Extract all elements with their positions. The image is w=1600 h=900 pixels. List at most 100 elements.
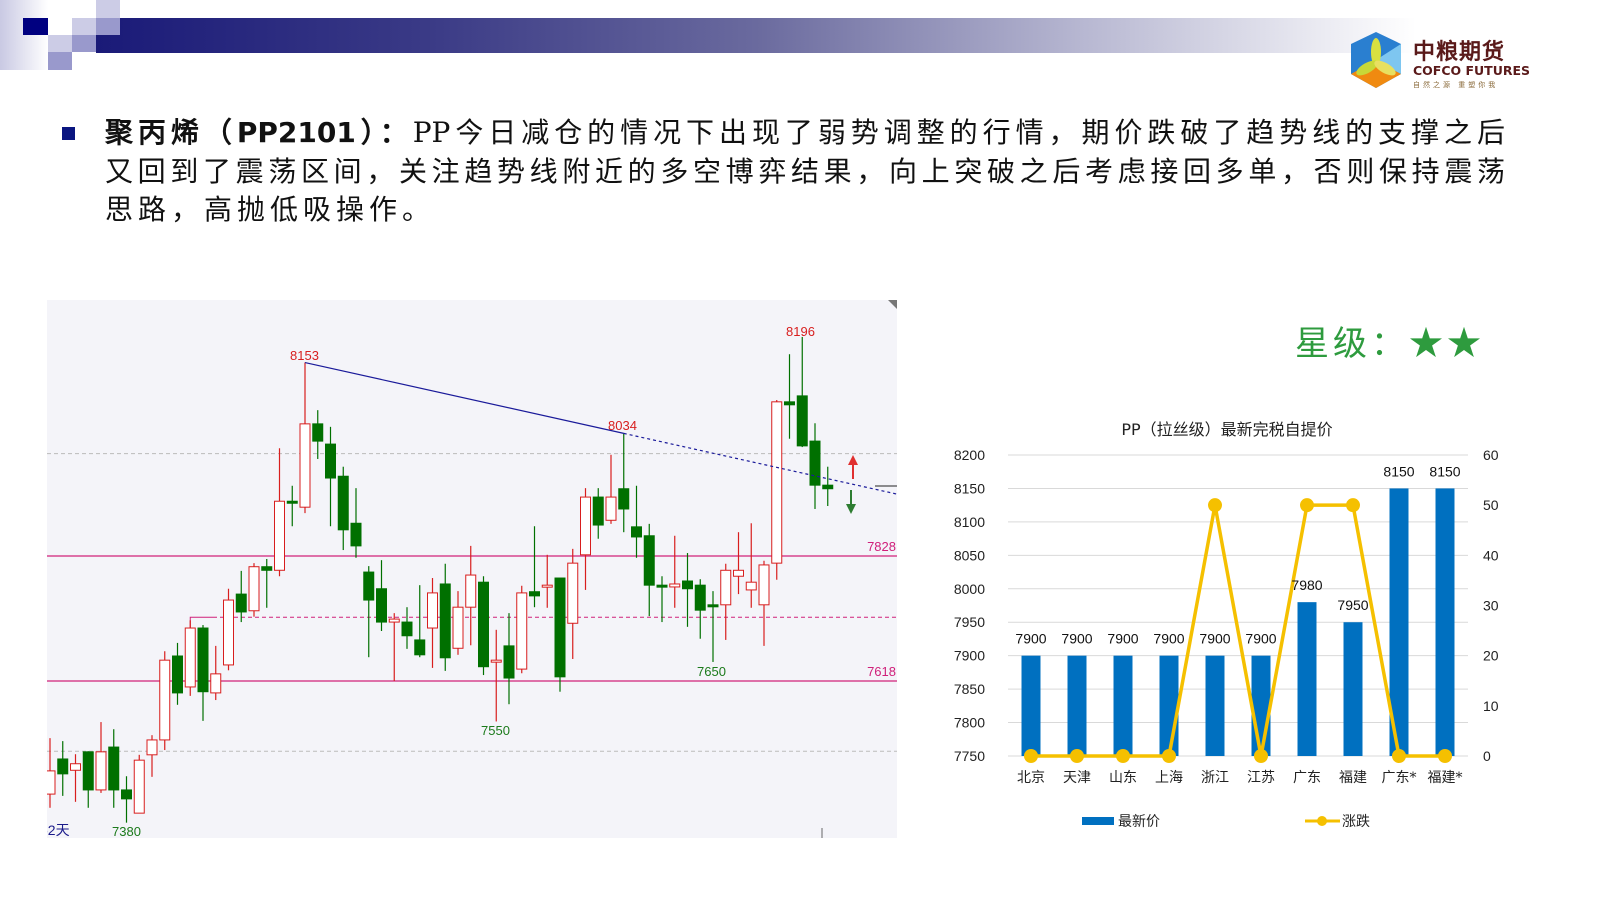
candle (274, 448, 285, 577)
candle (286, 485, 298, 527)
commentary-title: 聚丙烯（PP2101）： (105, 116, 413, 149)
candle (223, 588, 234, 671)
candle (516, 585, 528, 674)
candle (758, 560, 770, 646)
candle (108, 729, 120, 808)
header-decoration-square (96, 18, 120, 35)
candle-body (401, 621, 413, 637)
candle-body (274, 500, 285, 571)
change-point (1392, 749, 1406, 763)
right-axis-tick: 0 (1483, 748, 1491, 764)
candle-body (388, 618, 400, 623)
candle-body (605, 496, 617, 521)
candle-body (235, 593, 247, 613)
label-low-7650: 7650 (697, 664, 726, 679)
bar (1435, 488, 1455, 756)
candle (567, 548, 579, 659)
change-point (1116, 749, 1130, 763)
candle-body (758, 564, 770, 606)
candle (682, 553, 693, 627)
bar (1297, 602, 1317, 756)
candle (210, 645, 222, 701)
candle (733, 532, 744, 595)
left-axis-tick: 7850 (954, 681, 985, 697)
label-low-7550: 7550 (481, 723, 510, 738)
candle (592, 488, 604, 539)
category-label: 上海 (1155, 770, 1183, 786)
change-point (1254, 749, 1268, 763)
chart-title: PP（拉丝级）最新完税自提价 (1121, 420, 1332, 439)
candle (503, 613, 515, 705)
bar-data-label: 7900 (1015, 631, 1046, 647)
candle-body (796, 395, 808, 447)
logo-slogan: 自然之源 重塑你我 (1413, 81, 1499, 89)
commentary-line: 又回到了震荡区间，关注趋势线附近的多空博弈结果，向上突破之后考虑接回多单，否则保… (105, 155, 1505, 188)
category-label: 福建 (1339, 770, 1367, 786)
header-decoration-square (96, 0, 120, 18)
candle (643, 523, 655, 617)
label-high-8153: 8153 (290, 348, 319, 363)
star-icon: ★★ (1409, 324, 1485, 364)
candle (248, 563, 260, 617)
bar (1113, 655, 1133, 756)
candle-body (822, 484, 834, 490)
category-label: 山东 (1109, 770, 1137, 786)
category-label: 北京 (1017, 770, 1045, 786)
candle (414, 585, 426, 658)
candle (631, 485, 642, 558)
candle-body (146, 739, 158, 756)
left-axis-tick: 8200 (954, 447, 985, 463)
candle-body (694, 584, 706, 611)
legend-line-marker (1317, 816, 1327, 826)
candle-body (490, 659, 502, 663)
left-axis-tick: 8150 (954, 480, 985, 496)
candle-body (516, 592, 528, 670)
candle-body (95, 751, 107, 791)
candle (541, 554, 553, 608)
arrow-up-icon (848, 455, 858, 479)
candle-body (809, 440, 821, 486)
bar-data-label: 8150 (1429, 463, 1460, 479)
candle-body (325, 443, 336, 479)
left-axis-tick: 7950 (954, 614, 985, 630)
candle-body (70, 763, 81, 771)
candle (47, 738, 56, 808)
candle-body (223, 599, 234, 666)
left-axis-tick: 8100 (954, 514, 985, 530)
candle-body (682, 580, 693, 590)
candlestick-chart-svg: 8153 8034 8196 7380 7550 7650 7828 7618 … (47, 300, 897, 838)
bar-data-label: 7900 (1107, 631, 1138, 647)
candle (745, 523, 757, 608)
right-axis-tick: 40 (1483, 547, 1499, 563)
bar (1389, 488, 1409, 756)
candle (172, 642, 183, 705)
header-decoration-square (23, 18, 48, 35)
candle (605, 454, 617, 524)
bar-data-label: 7900 (1061, 631, 1092, 647)
bar-data-label: 7950 (1337, 597, 1368, 613)
rating-label: 星级： (1295, 324, 1409, 364)
candle-body (529, 591, 540, 597)
candle (580, 488, 591, 590)
commentary-text: PP今日减仓的情况下出现了弱势调整的行情，期价跌破了趋势线的支撑之后 (412, 116, 1505, 149)
candle (529, 526, 540, 608)
candle (452, 591, 464, 655)
left-axis-tick: 8000 (954, 581, 985, 597)
left-axis-tick: 7800 (954, 715, 985, 731)
candle-body (299, 423, 311, 508)
level-label-7618: 7618 (867, 664, 896, 679)
right-axis-tick: 20 (1483, 648, 1499, 664)
candle (159, 651, 171, 751)
candle (261, 558, 273, 608)
period-label: 62天 (47, 822, 70, 838)
candle (656, 576, 668, 623)
candle (465, 545, 477, 646)
candle-body (427, 592, 438, 629)
chart-corner-marker (888, 300, 897, 309)
candle (376, 560, 387, 631)
candle-body (452, 606, 464, 649)
candle-body (554, 577, 566, 678)
candle (388, 613, 400, 681)
candle-body (439, 583, 451, 659)
legend-bar-swatch (1082, 817, 1114, 825)
